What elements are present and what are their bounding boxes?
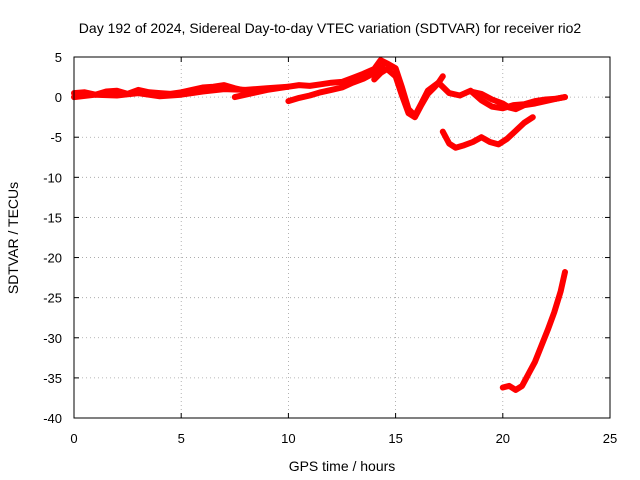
grid (74, 57, 610, 418)
x-tick-label: 5 (178, 431, 185, 446)
chart-title: Day 192 of 2024, Sidereal Day-to-day VTE… (79, 20, 582, 36)
series-line-track-7 (439, 114, 536, 151)
series-line-track-5 (371, 66, 446, 121)
series-line-track-3 (231, 83, 292, 101)
plot-frame (73, 56, 611, 419)
x-tick-label: 15 (388, 431, 402, 446)
series-line-track-2 (71, 82, 249, 98)
x-tick-label: 10 (281, 431, 295, 446)
data-series (71, 57, 568, 393)
y-tick-label: -30 (43, 331, 62, 346)
y-tick-label: -15 (43, 210, 62, 225)
x-tick-label: 25 (603, 431, 617, 446)
y-tick-label: -10 (43, 170, 62, 185)
y-tick-label: -20 (43, 251, 62, 266)
y-tick-label: -35 (43, 371, 62, 386)
series-line-track-1 (71, 57, 568, 119)
x-axis-label: GPS time / hours (289, 458, 396, 474)
y-tick-label: 5 (55, 50, 62, 65)
y-tick-label: 0 (55, 90, 62, 105)
series-line-track-4 (285, 63, 386, 105)
y-tick-label: -40 (43, 411, 62, 426)
y-tick-label: -5 (50, 130, 62, 145)
series-line-track-8 (499, 269, 568, 393)
x-tick-label: 20 (496, 431, 510, 446)
y-tick-label: -25 (43, 291, 62, 306)
axis-ticks: 0 5 10 15 20 25 5 0 -5 -10 -15 -20 -25 -30 -35 -40 (43, 50, 617, 446)
y-axis-label: SDTVAR / TECUs (5, 182, 21, 294)
series-line-track-6 (467, 88, 568, 113)
x-tick-label: 0 (70, 431, 77, 446)
